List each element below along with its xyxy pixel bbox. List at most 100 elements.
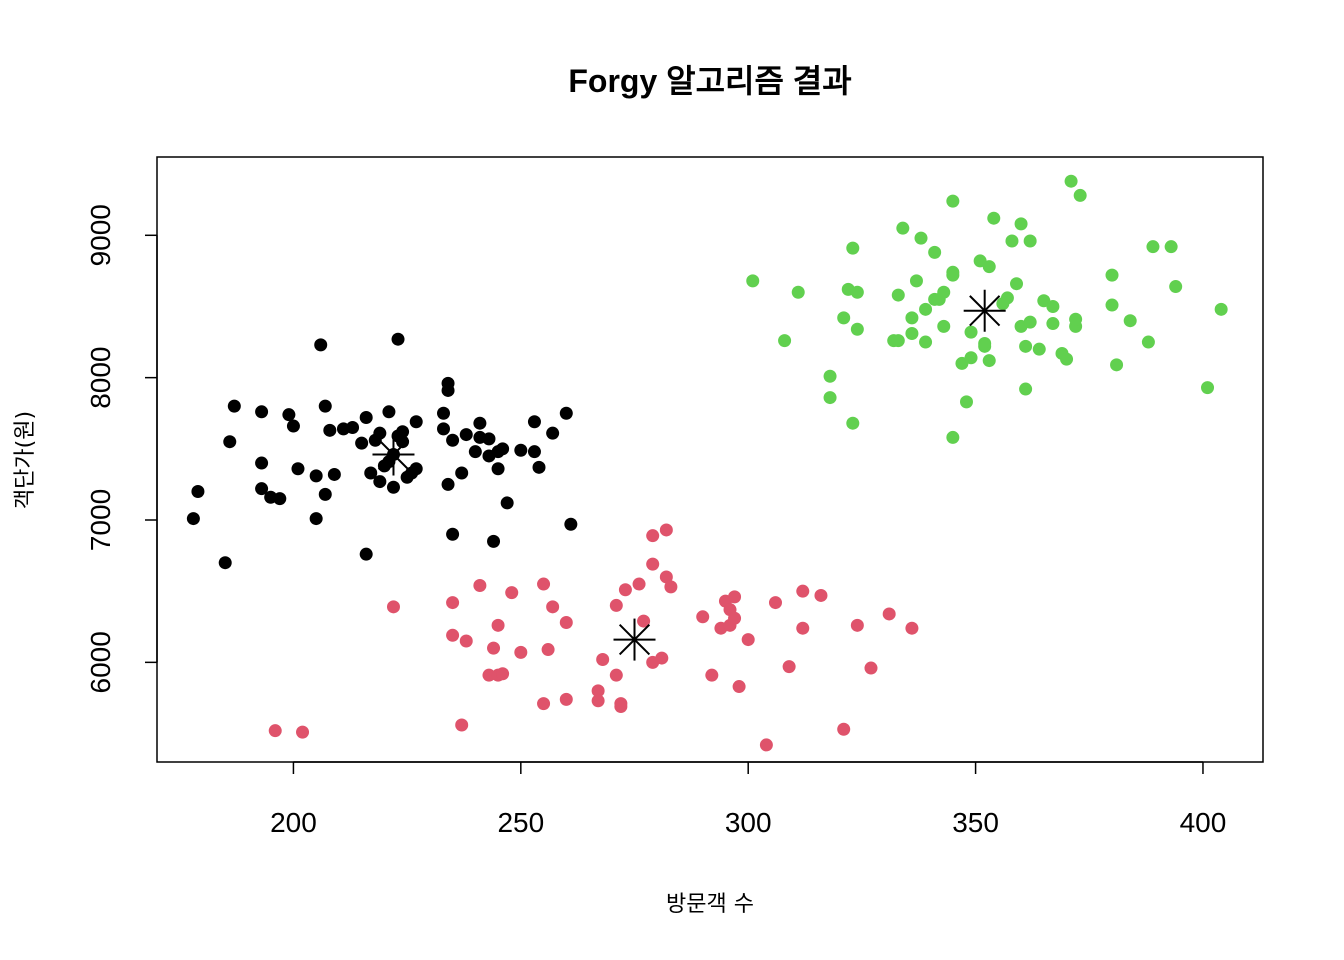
data-point bbox=[728, 611, 742, 625]
data-point bbox=[514, 645, 528, 659]
data-point bbox=[919, 302, 933, 316]
data-point bbox=[741, 633, 755, 647]
data-point bbox=[850, 322, 864, 336]
data-point bbox=[186, 512, 200, 526]
centroid-marker bbox=[963, 289, 1006, 332]
data-points bbox=[186, 174, 1228, 752]
data-point bbox=[946, 268, 960, 282]
data-point bbox=[514, 443, 528, 457]
data-point bbox=[1064, 174, 1078, 188]
data-point bbox=[386, 480, 400, 494]
data-point bbox=[909, 274, 923, 288]
data-point bbox=[359, 547, 373, 561]
data-point bbox=[559, 615, 573, 629]
centroid-marker bbox=[372, 433, 415, 476]
data-point bbox=[982, 354, 996, 368]
data-point bbox=[732, 680, 746, 694]
data-point bbox=[591, 684, 605, 698]
data-point bbox=[496, 442, 510, 456]
data-point bbox=[227, 399, 241, 413]
data-point bbox=[446, 527, 460, 541]
data-point bbox=[487, 641, 501, 655]
data-point bbox=[491, 618, 505, 632]
data-point bbox=[318, 487, 332, 501]
data-point bbox=[1023, 234, 1037, 248]
data-point bbox=[309, 469, 323, 483]
data-point bbox=[591, 694, 605, 708]
data-point bbox=[782, 660, 796, 674]
data-point bbox=[500, 496, 514, 510]
data-point bbox=[1105, 268, 1119, 282]
data-point bbox=[1000, 291, 1014, 305]
data-point bbox=[446, 628, 460, 642]
x-axis: 200 250 300 350 400 bbox=[270, 761, 1226, 838]
data-point bbox=[218, 556, 232, 570]
data-point bbox=[1214, 302, 1228, 316]
data-point bbox=[796, 584, 810, 598]
data-point bbox=[291, 462, 305, 476]
data-point bbox=[837, 311, 851, 325]
x-axis-label: 방문객 수 bbox=[666, 892, 754, 917]
data-point bbox=[409, 415, 423, 429]
data-point bbox=[386, 600, 400, 614]
data-point bbox=[309, 512, 323, 526]
data-point bbox=[455, 466, 469, 480]
data-point bbox=[396, 435, 410, 449]
data-point bbox=[255, 405, 269, 419]
data-point bbox=[1110, 358, 1124, 372]
data-point bbox=[1146, 240, 1160, 254]
data-point bbox=[982, 260, 996, 274]
data-point bbox=[1019, 339, 1033, 353]
data-point bbox=[286, 419, 300, 433]
data-point bbox=[1164, 240, 1178, 254]
data-point bbox=[1069, 312, 1083, 326]
y-tick-label: 8000 bbox=[85, 346, 116, 408]
data-point bbox=[987, 211, 1001, 225]
data-point bbox=[746, 274, 760, 288]
data-point bbox=[441, 376, 455, 390]
data-point bbox=[609, 668, 623, 682]
data-point bbox=[559, 692, 573, 706]
centroid-markers bbox=[372, 289, 1006, 661]
data-point bbox=[373, 426, 387, 440]
data-point bbox=[1046, 317, 1060, 331]
data-point bbox=[1023, 315, 1037, 329]
data-point bbox=[919, 335, 933, 349]
data-point bbox=[937, 285, 951, 299]
y-tick-label: 7000 bbox=[85, 489, 116, 551]
data-point bbox=[891, 288, 905, 302]
y-tick-label: 6000 bbox=[85, 631, 116, 693]
data-point bbox=[1014, 217, 1028, 231]
data-point bbox=[823, 369, 837, 383]
data-point bbox=[546, 600, 560, 614]
data-point bbox=[1073, 188, 1087, 202]
data-point bbox=[323, 423, 337, 437]
data-point bbox=[482, 432, 496, 446]
data-point bbox=[359, 411, 373, 425]
data-point bbox=[814, 588, 828, 602]
y-axis: 6000 7000 8000 9000 bbox=[85, 204, 158, 694]
y-axis-label: 객단가(원) bbox=[13, 411, 38, 509]
data-point bbox=[459, 634, 473, 648]
data-point bbox=[791, 285, 805, 299]
data-point bbox=[659, 570, 673, 584]
data-point bbox=[446, 433, 460, 447]
data-point bbox=[382, 405, 396, 419]
data-point bbox=[1019, 382, 1033, 396]
data-point bbox=[455, 718, 469, 732]
data-point bbox=[468, 445, 482, 459]
data-point bbox=[905, 621, 919, 635]
data-point bbox=[268, 724, 282, 738]
data-point bbox=[396, 425, 410, 439]
data-point bbox=[273, 492, 287, 506]
data-point bbox=[1201, 381, 1215, 395]
data-point bbox=[364, 466, 378, 480]
data-point bbox=[473, 578, 487, 592]
data-point bbox=[255, 482, 269, 496]
data-point bbox=[778, 334, 792, 348]
data-point bbox=[537, 697, 551, 711]
data-point bbox=[914, 231, 928, 245]
data-point bbox=[728, 590, 742, 604]
data-point bbox=[1005, 234, 1019, 248]
data-point bbox=[796, 621, 810, 635]
